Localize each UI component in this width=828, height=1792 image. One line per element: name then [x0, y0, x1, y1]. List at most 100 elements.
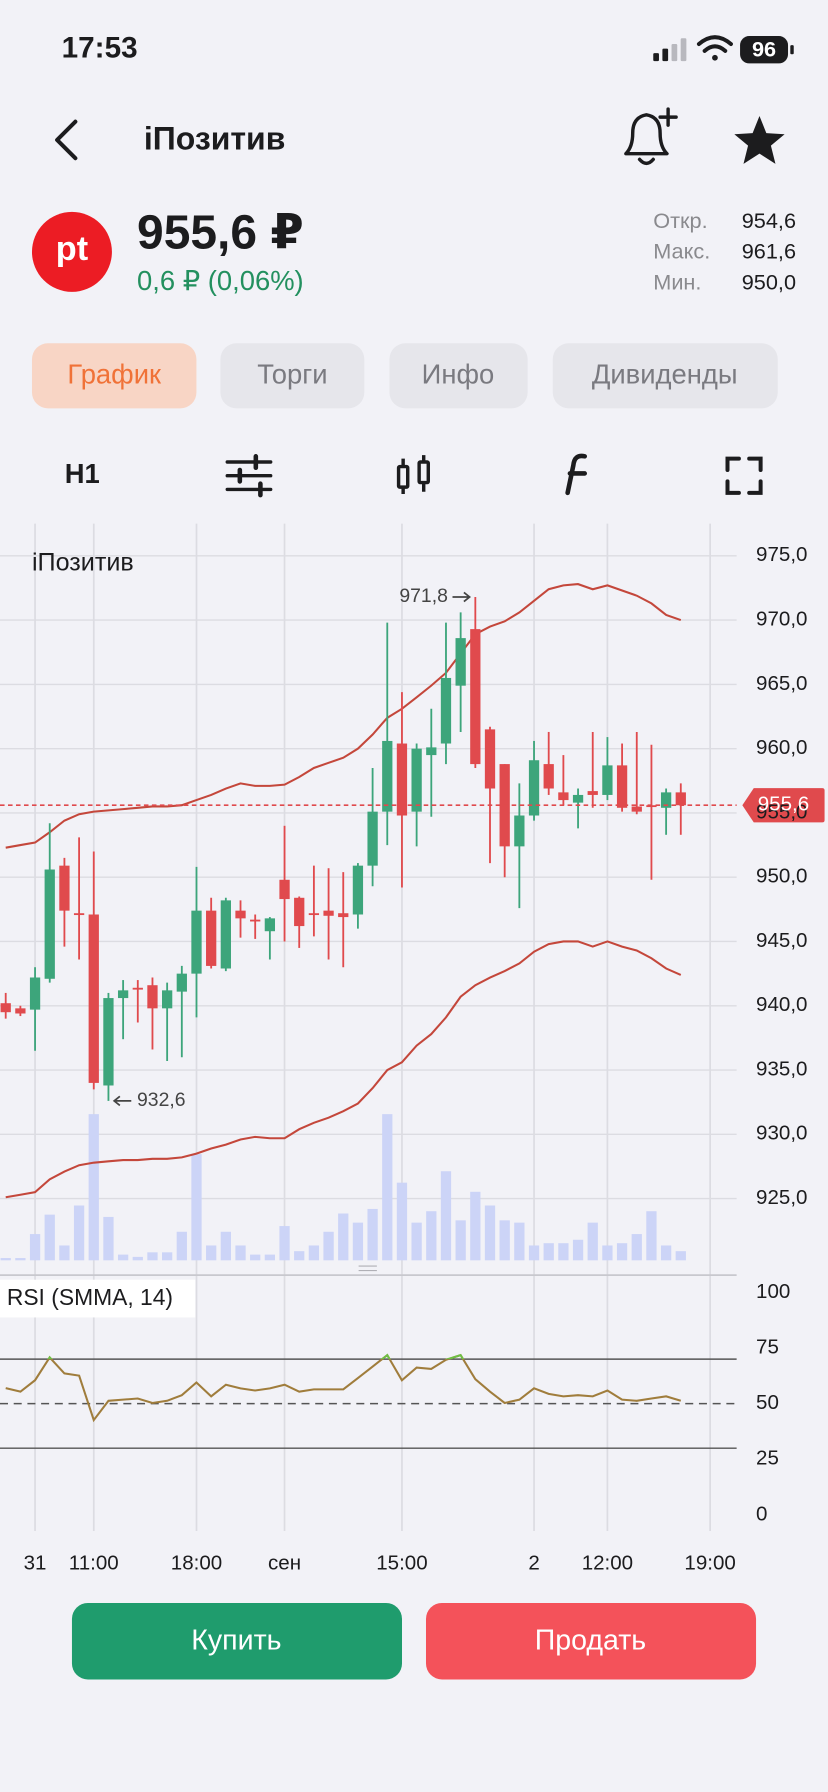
- candle-body: [308, 913, 320, 916]
- candle-body: [543, 764, 554, 789]
- volume-bar: [675, 1251, 686, 1261]
- volume-bar: [323, 1231, 334, 1261]
- tab-label: Дивиденды: [592, 359, 738, 390]
- indicators-button[interactable]: [565, 453, 588, 496]
- volume-bar: [88, 1114, 99, 1261]
- x-tick-label: 31: [24, 1552, 47, 1575]
- candle-body: [88, 914, 99, 1083]
- volume-bar: [220, 1231, 231, 1261]
- candle-body: [558, 792, 569, 801]
- stat-label: Мин.: [653, 270, 701, 295]
- volume-bar: [338, 1213, 349, 1261]
- x-tick-label: 19:00: [684, 1552, 735, 1575]
- status-time: 17:53: [62, 32, 138, 65]
- stat-label: Откр.: [653, 208, 707, 233]
- candle-body: [264, 918, 276, 932]
- y-tick-label: 965,0: [756, 672, 807, 695]
- volume-bar: [206, 1245, 217, 1261]
- volume-bar: [514, 1222, 525, 1261]
- candle-body: [176, 973, 187, 992]
- volume-bar: [0, 1258, 11, 1261]
- tab[interactable]: [552, 343, 778, 409]
- chart-type-button[interactable]: [396, 455, 430, 494]
- tab-label: Инфо: [422, 359, 495, 390]
- volume-bar: [235, 1245, 246, 1261]
- volume-bar: [411, 1222, 422, 1261]
- y-tick-label: 970,0: [756, 608, 807, 631]
- candle-body: [440, 677, 452, 744]
- volume-bar: [73, 1205, 85, 1261]
- tab-active[interactable]: [31, 343, 197, 409]
- candle-body: [29, 977, 41, 1010]
- back-button[interactable]: [55, 119, 78, 161]
- candle-body: [117, 990, 129, 999]
- volume-bar: [426, 1211, 437, 1261]
- battery-level: 96: [752, 37, 776, 62]
- favorite-button[interactable]: [734, 115, 785, 164]
- battery-icon: [740, 36, 789, 64]
- y-tick-label: 75: [756, 1335, 779, 1358]
- volume-bar: [162, 1252, 173, 1261]
- candle-body: [0, 1003, 11, 1013]
- volume-bar: [367, 1208, 378, 1261]
- volume-bar: [455, 1220, 466, 1261]
- candle-body: [646, 805, 657, 808]
- candle-body: [191, 910, 202, 974]
- buy-button[interactable]: [71, 1602, 403, 1680]
- plot-layer: [0, 583, 825, 1449]
- y-tick-label: 975,0: [756, 543, 807, 566]
- y-tick-label: 50: [756, 1391, 779, 1414]
- volume-bar: [572, 1239, 584, 1261]
- candle-body: [396, 743, 408, 816]
- volume-bar: [470, 1191, 481, 1261]
- candle-body: [587, 791, 598, 795]
- tab[interactable]: [389, 343, 528, 409]
- candle-body: [59, 865, 70, 911]
- high-marker-label: 971,8: [399, 585, 448, 607]
- volume-bar: [660, 1245, 672, 1261]
- candle-body: [411, 748, 422, 812]
- signal-icon: [653, 38, 687, 62]
- candle-body: [147, 985, 158, 1009]
- y-tick-label: 0: [756, 1502, 767, 1525]
- candle-body: [250, 919, 261, 922]
- volume-bar: [602, 1245, 613, 1261]
- low-arrow: [112, 1095, 132, 1107]
- fullscreen-button[interactable]: [725, 456, 763, 495]
- rsi-title-box: [0, 1279, 196, 1318]
- y-tick-label: 925,0: [756, 1186, 807, 1209]
- price-change: 0,6 ₽ (0,06%): [137, 265, 304, 296]
- volume-bar: [191, 1154, 202, 1261]
- volume-bar: [528, 1245, 540, 1261]
- x-tick-label: 18:00: [171, 1552, 222, 1575]
- candle-body: [660, 792, 672, 808]
- volume-bar: [587, 1222, 598, 1261]
- interval-button[interactable]: H1: [65, 458, 100, 489]
- candle-body: [73, 913, 85, 916]
- band-line: [5, 940, 682, 1199]
- last-price-label: 955,6: [758, 793, 809, 816]
- candle-body: [367, 811, 378, 866]
- settings-button[interactable]: [225, 454, 273, 498]
- high-arrow: [452, 591, 471, 603]
- candle-body: [132, 987, 143, 990]
- volume-bar: [147, 1252, 158, 1261]
- volume-bar: [15, 1258, 26, 1261]
- x-tick-label: 15:00: [376, 1552, 427, 1575]
- y-tick-label: 940,0: [756, 993, 807, 1016]
- rsi-title: RSI (SMMA, 14): [7, 1284, 173, 1310]
- y-tick-label: 945,0: [756, 929, 807, 952]
- sell-button[interactable]: [425, 1602, 757, 1680]
- candle-body: [162, 990, 173, 1009]
- tab[interactable]: [220, 343, 365, 409]
- alert-button[interactable]: [624, 107, 678, 166]
- stat-value: 961,6: [742, 239, 796, 264]
- volume-bar: [616, 1243, 628, 1261]
- panel-handle[interactable]: [358, 1265, 377, 1272]
- y-tick-label: 935,0: [756, 1057, 807, 1080]
- candle-body: [455, 638, 466, 686]
- candle-body: [15, 1008, 26, 1014]
